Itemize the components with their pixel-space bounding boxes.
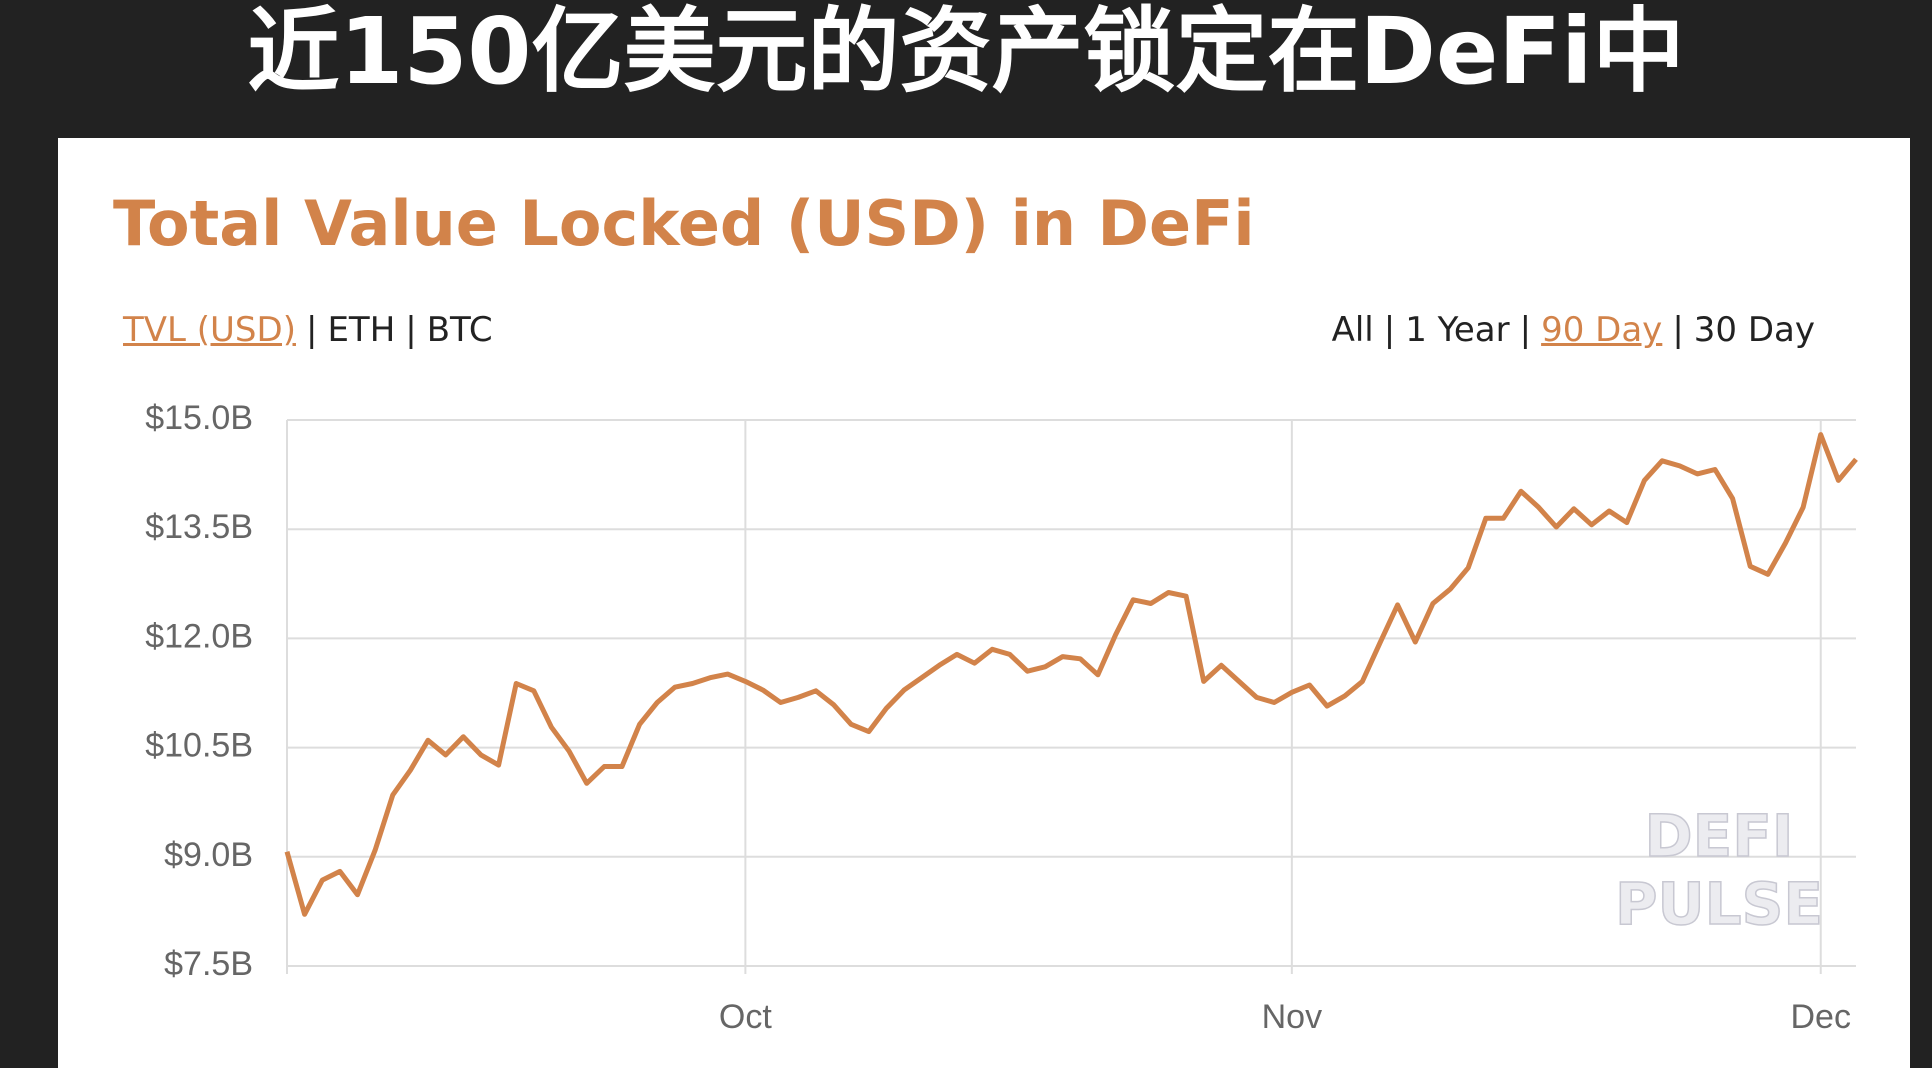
x-tick-label: Oct bbox=[719, 998, 772, 1036]
range-options: All | 1 Year | 90 Day | 30 Day bbox=[1327, 309, 1820, 351]
data-line bbox=[284, 432, 1858, 917]
y-tick-label: $9.0B bbox=[164, 836, 253, 874]
y-tick-label: $10.5B bbox=[145, 727, 253, 765]
y-tick-label: $7.5B bbox=[164, 945, 253, 983]
y-tick-label: $12.0B bbox=[145, 617, 253, 655]
chart-card bbox=[58, 138, 1910, 1068]
option[interactable]: 1 Year bbox=[1405, 310, 1510, 350]
y-tick-label: $15.0B bbox=[145, 399, 253, 437]
option[interactable]: 30 Day bbox=[1693, 310, 1815, 350]
x-tick-label: Nov bbox=[1262, 998, 1322, 1036]
separator: | bbox=[1519, 310, 1532, 350]
separator: | bbox=[1672, 310, 1684, 350]
y-tick-label: $13.5B bbox=[145, 508, 253, 546]
option[interactable]: TVL (USD) bbox=[123, 310, 296, 350]
chart-title: Total Value Locked (USD) in DeFi bbox=[113, 187, 1255, 260]
option[interactable]: ETH bbox=[327, 310, 396, 350]
separator: | bbox=[405, 310, 417, 350]
separator: | bbox=[305, 310, 318, 350]
watermark: PULSE bbox=[1615, 870, 1823, 938]
option[interactable]: 90 Day bbox=[1541, 310, 1663, 350]
x-tick-label: Dec bbox=[1791, 998, 1851, 1036]
watermark: DEFI bbox=[1645, 802, 1794, 870]
option[interactable]: All bbox=[1331, 310, 1374, 350]
headline: 近150亿美元的资产锁定在DeFi中 bbox=[247, 0, 1685, 105]
separator: | bbox=[1383, 310, 1396, 350]
unit-options: TVL (USD) | ETH | BTC bbox=[118, 309, 498, 351]
option[interactable]: BTC bbox=[426, 310, 493, 350]
